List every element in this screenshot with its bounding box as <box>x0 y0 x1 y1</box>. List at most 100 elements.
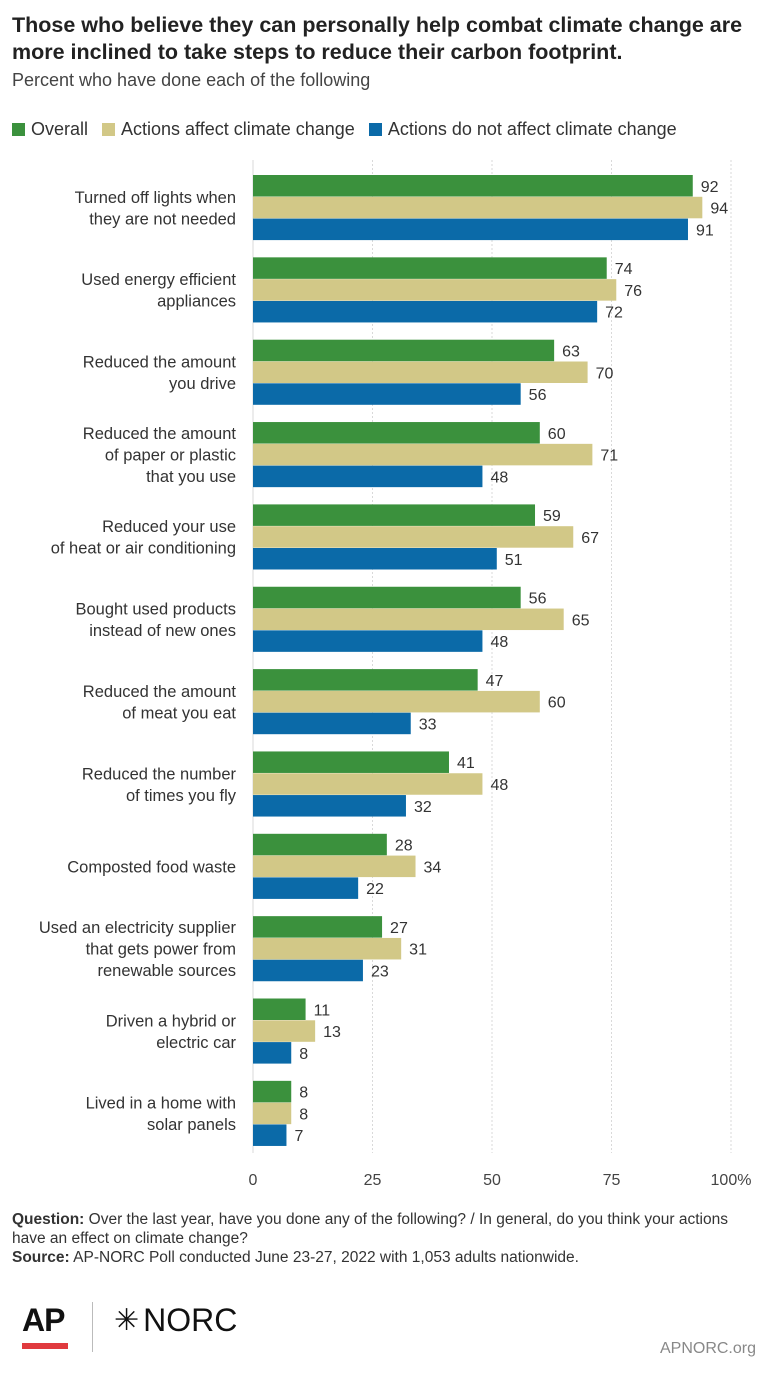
source-text: AP-NORC Poll conducted June 23-27, 2022 … <box>69 1249 579 1266</box>
category-label: Reduced the amount of meat you eat <box>83 683 237 723</box>
category-label-line: Reduced your use <box>102 518 236 536</box>
bar <box>253 257 607 279</box>
x-tick-label: 50 <box>483 1172 501 1189</box>
data-label: 32 <box>414 799 432 816</box>
data-label: 71 <box>600 448 618 465</box>
bar <box>253 586 521 609</box>
category-label-line: of heat or air conditioning <box>51 540 236 558</box>
data-label: 8 <box>299 1106 308 1123</box>
data-label: 33 <box>419 716 437 733</box>
legend-label-overall: Overall <box>31 118 89 139</box>
norc-logo-text: NORC <box>143 1302 238 1338</box>
legend-label-not-affect: Actions do not affect climate change <box>387 118 677 139</box>
bar <box>253 1042 292 1064</box>
data-label: 23 <box>371 964 389 981</box>
data-label: 70 <box>596 365 614 382</box>
category-label-line: renewable sources <box>98 962 237 980</box>
data-label: 8 <box>299 1046 308 1063</box>
data-label: 76 <box>624 283 642 300</box>
category-label-line: solar panels <box>147 1116 236 1134</box>
data-label: 63 <box>562 343 580 360</box>
legend-item-affect: Actions affect climate change <box>102 119 355 140</box>
bar <box>253 1080 292 1103</box>
data-label: 65 <box>572 612 590 629</box>
legend-swatch-overall <box>12 122 25 136</box>
category-label-line: of times you fly <box>126 787 237 805</box>
data-label: 13 <box>323 1024 341 1041</box>
bar <box>253 279 617 301</box>
category-label-line: Used an electricity supplier <box>39 919 237 937</box>
data-label: 48 <box>490 777 508 794</box>
bar <box>253 998 306 1020</box>
category-label-line: Lived in a home with <box>86 1095 236 1113</box>
chart-notes: Question: Over the last year, have you d… <box>12 1210 756 1267</box>
category-label-line: Reduced the amount <box>83 425 237 443</box>
x-tick-label: 25 <box>364 1172 382 1189</box>
bar <box>253 443 593 466</box>
data-label: 41 <box>457 755 475 772</box>
bar <box>253 773 483 795</box>
bar <box>253 630 483 652</box>
data-label: 7 <box>294 1128 303 1145</box>
data-label: 51 <box>505 552 523 569</box>
question-text: Over the last year, have you done any of… <box>12 1211 728 1247</box>
bar <box>253 1124 287 1146</box>
data-label: 27 <box>390 920 408 937</box>
data-label: 59 <box>543 508 561 525</box>
ap-logo-bar <box>22 1343 68 1349</box>
category-label: Composted food waste <box>67 858 236 876</box>
category-label-line: Driven a hybrid or <box>106 1012 237 1030</box>
category-label: Used an electricity supplier that gets po… <box>39 919 237 980</box>
data-label: 60 <box>548 695 566 712</box>
source-note: Source: AP-NORC Poll conducted June 23-2… <box>12 1248 756 1267</box>
category-label-line: appliances <box>157 293 236 311</box>
question-label: Question: <box>12 1211 85 1228</box>
category-label-line: you drive <box>169 375 236 393</box>
logo-divider <box>92 1302 93 1352</box>
category-label-line: of paper or plastic <box>105 447 236 465</box>
data-label: 11 <box>314 1002 331 1019</box>
bar <box>253 751 449 773</box>
ap-logo: AP <box>22 1302 65 1338</box>
bar <box>253 712 411 735</box>
category-label: Reduced the number of times you fly <box>82 765 237 805</box>
category-label-line: that gets power from <box>86 941 236 959</box>
bar <box>253 1020 316 1042</box>
data-label: 91 <box>696 222 714 239</box>
bar <box>253 959 363 982</box>
bar <box>253 383 521 405</box>
category-label: Used energy efficient appliances <box>81 271 236 311</box>
chart-subtitle: Percent who have done each of the follow… <box>12 70 371 90</box>
bar <box>253 1102 292 1125</box>
site-url: APNORC.org <box>659 1340 756 1357</box>
bar <box>253 422 540 444</box>
legend-swatch-affect <box>102 122 116 136</box>
bar <box>253 175 693 197</box>
x-tick-label: 0 <box>249 1172 258 1189</box>
data-label: 31 <box>409 942 427 959</box>
category-label-line: Reduced the amount <box>83 683 237 701</box>
category-label-line: Reduced the number <box>82 765 237 783</box>
bar <box>253 196 703 219</box>
category-label-line: of meat you eat <box>122 704 236 722</box>
bar-chart: 0 25 50 75 100% Turned off lights when they ar… <box>39 160 751 1189</box>
category-label: Reduced the amount of paper or plastic tha… <box>83 425 237 486</box>
bar <box>253 339 555 362</box>
bar <box>253 669 478 691</box>
chart-title: Those who believe they can personally he… <box>12 13 743 64</box>
data-label: 72 <box>605 305 623 322</box>
source-label: Source: <box>12 1249 70 1266</box>
category-label-line: Composted food waste <box>67 858 236 876</box>
data-label: 22 <box>366 881 384 898</box>
norc-star-icon: ✳ <box>114 1303 140 1337</box>
data-label: 56 <box>529 387 547 404</box>
question-note: Question: Over the last year, have you d… <box>12 1210 756 1248</box>
category-label: Reduced the amount you drive <box>83 354 237 394</box>
legend-swatch-not-affect <box>368 122 382 136</box>
data-label: 67 <box>581 530 599 547</box>
bar <box>253 690 540 713</box>
bar <box>253 300 598 323</box>
data-label: 74 <box>615 261 633 278</box>
category-label-line: Reduced the amount <box>83 354 237 372</box>
bar <box>253 833 387 856</box>
